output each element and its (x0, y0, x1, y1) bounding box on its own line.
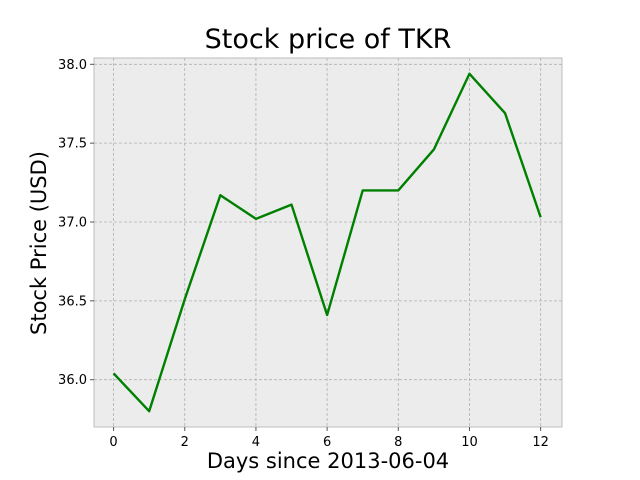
x-axis-label: Days since 2013-06-04 (207, 449, 449, 473)
y-tick-label: 37.0 (58, 216, 87, 231)
y-tick-label: 36.5 (58, 294, 87, 309)
chart-title: Stock price of TKR (205, 24, 452, 55)
grid (94, 58, 562, 427)
x-tick-label: 12 (532, 435, 549, 450)
y-tick-label: 36.0 (58, 373, 87, 388)
y-tick-label: 37.5 (58, 137, 87, 152)
x-tick-label: 4 (252, 435, 260, 450)
y-axis-ticks: 36.0 36.5 37.0 37.5 38.0 (58, 58, 94, 388)
y-axis-label: Stock Price (USD) (27, 151, 51, 335)
x-tick-label: 6 (323, 435, 331, 450)
series-line (112, 72, 542, 413)
y-tick-label: 38.0 (58, 58, 87, 73)
x-axis-ticks: 0 2 4 6 8 10 12 (109, 427, 549, 450)
plot-area (93, 57, 563, 428)
x-tick-label: 0 (109, 435, 117, 450)
x-tick-label: 10 (461, 435, 478, 450)
x-tick-label: 2 (181, 435, 189, 450)
x-tick-label: 8 (394, 435, 402, 450)
